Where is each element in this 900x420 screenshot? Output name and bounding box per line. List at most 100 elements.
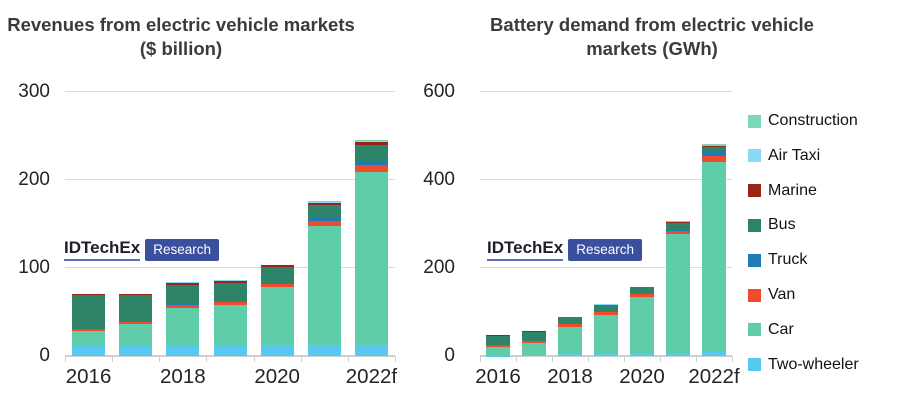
bar-2021	[666, 221, 690, 356]
segment-air-taxi	[213, 280, 247, 282]
idtechex-watermark: IDTechEx Research	[64, 238, 219, 261]
y-tick-label: 600	[423, 81, 455, 102]
segment-marine	[522, 330, 546, 332]
legend-swatch	[748, 288, 761, 302]
segment-bus	[486, 335, 510, 346]
segment-air-taxi	[354, 141, 388, 143]
x-axis-label: 2020	[619, 365, 665, 388]
segment-marine	[166, 283, 200, 285]
segment-van	[166, 304, 200, 308]
segment-marine	[486, 334, 510, 336]
segment-marine	[119, 293, 153, 296]
legend-swatch	[748, 323, 761, 337]
legend-item-car: Car	[748, 319, 794, 341]
legend-swatch	[748, 184, 761, 198]
y-tick-label: 200	[423, 257, 455, 278]
idtechex-logo: IDTechEx	[487, 238, 564, 261]
segment-truck	[260, 282, 294, 284]
x-axis-line	[480, 355, 732, 357]
segment-air-taxi	[166, 282, 200, 283]
segment-two-wheeler	[354, 345, 388, 356]
segment-marine	[260, 265, 294, 268]
segment-bus	[166, 284, 200, 305]
segment-two-wheeler	[213, 346, 247, 356]
x-axis-tick	[395, 356, 396, 362]
segment-car	[522, 342, 546, 356]
x-axis-tick	[112, 356, 114, 362]
segment-car	[594, 314, 618, 354]
segment-van	[260, 283, 294, 288]
x-axis-tick	[588, 356, 589, 362]
segment-bus	[213, 283, 247, 302]
research-badge: Research	[145, 238, 219, 261]
legend-label: Van	[768, 286, 796, 303]
segment-two-wheeler	[260, 345, 294, 356]
x-axis-tick	[159, 356, 161, 362]
x-axis-label: 2018	[160, 365, 206, 388]
legend-swatch	[748, 218, 761, 232]
legend-item-two-wheeler: Two-wheeler	[748, 354, 859, 376]
segment-van	[558, 323, 582, 327]
segment-van	[522, 340, 546, 343]
legend-swatch	[748, 358, 761, 372]
segment-two-wheeler	[166, 346, 200, 356]
x-axis-label: 2018	[547, 365, 593, 388]
legend-item-air-taxi: Air Taxi	[748, 145, 820, 167]
segment-bus	[666, 222, 690, 231]
segment-car	[486, 347, 510, 356]
legend-label: Truck	[768, 251, 808, 269]
bar-2017	[119, 293, 153, 356]
y-tick-label: 100	[18, 257, 50, 278]
bar-2018	[166, 282, 200, 356]
segment-two-wheeler	[522, 355, 546, 356]
bar-2019	[213, 280, 247, 356]
segment-truck	[702, 152, 726, 157]
y-tick-label: 0	[444, 345, 455, 366]
segment-bus	[307, 204, 341, 218]
segment-bus	[260, 267, 294, 283]
gridline-300	[65, 91, 395, 92]
legend-item-bus: Bus	[748, 214, 796, 236]
bar-2020	[260, 264, 294, 356]
segment-van	[666, 231, 690, 234]
segment-two-wheeler	[666, 352, 690, 356]
segment-truck	[354, 160, 388, 166]
segment-van	[307, 221, 341, 226]
segment-van	[354, 165, 388, 173]
segment-bus	[702, 147, 726, 153]
y-tick-label: 0	[39, 345, 50, 366]
x-axis-label: 2016	[65, 365, 112, 388]
x-axis-tick	[552, 356, 553, 362]
x-axis-tick	[480, 356, 481, 362]
segment-van	[702, 156, 726, 162]
x-axis-tick	[660, 356, 661, 362]
x-axis-label: 2022f	[688, 365, 740, 388]
segment-marine	[72, 293, 106, 296]
segment-two-wheeler	[594, 353, 618, 356]
gridline-600	[480, 91, 732, 92]
segment-marine	[354, 142, 388, 145]
chart-title: Battery demand from electric vehicle mar…	[490, 14, 814, 60]
bar-2021	[307, 201, 341, 356]
segment-air-taxi	[307, 202, 341, 203]
legend-item-truck: Truck	[748, 249, 807, 271]
x-axis-tick	[516, 356, 517, 362]
segment-car	[119, 324, 153, 347]
gridline-200	[480, 267, 732, 268]
legend-label: Two-wheeler	[768, 355, 859, 373]
segment-van	[594, 312, 618, 315]
segment-car	[666, 233, 690, 353]
segment-truck	[666, 230, 690, 232]
segment-two-wheeler	[630, 353, 654, 356]
y-axis: 0 100 200 300	[0, 81, 50, 366]
legend-item-marine: Marine	[748, 180, 817, 202]
segment-van	[486, 345, 510, 348]
segment-car	[354, 172, 388, 346]
segment-van	[213, 302, 247, 305]
plot-area	[65, 91, 396, 362]
segment-construction	[307, 201, 341, 203]
segment-marine	[213, 281, 247, 283]
bar-2022f	[702, 143, 726, 356]
